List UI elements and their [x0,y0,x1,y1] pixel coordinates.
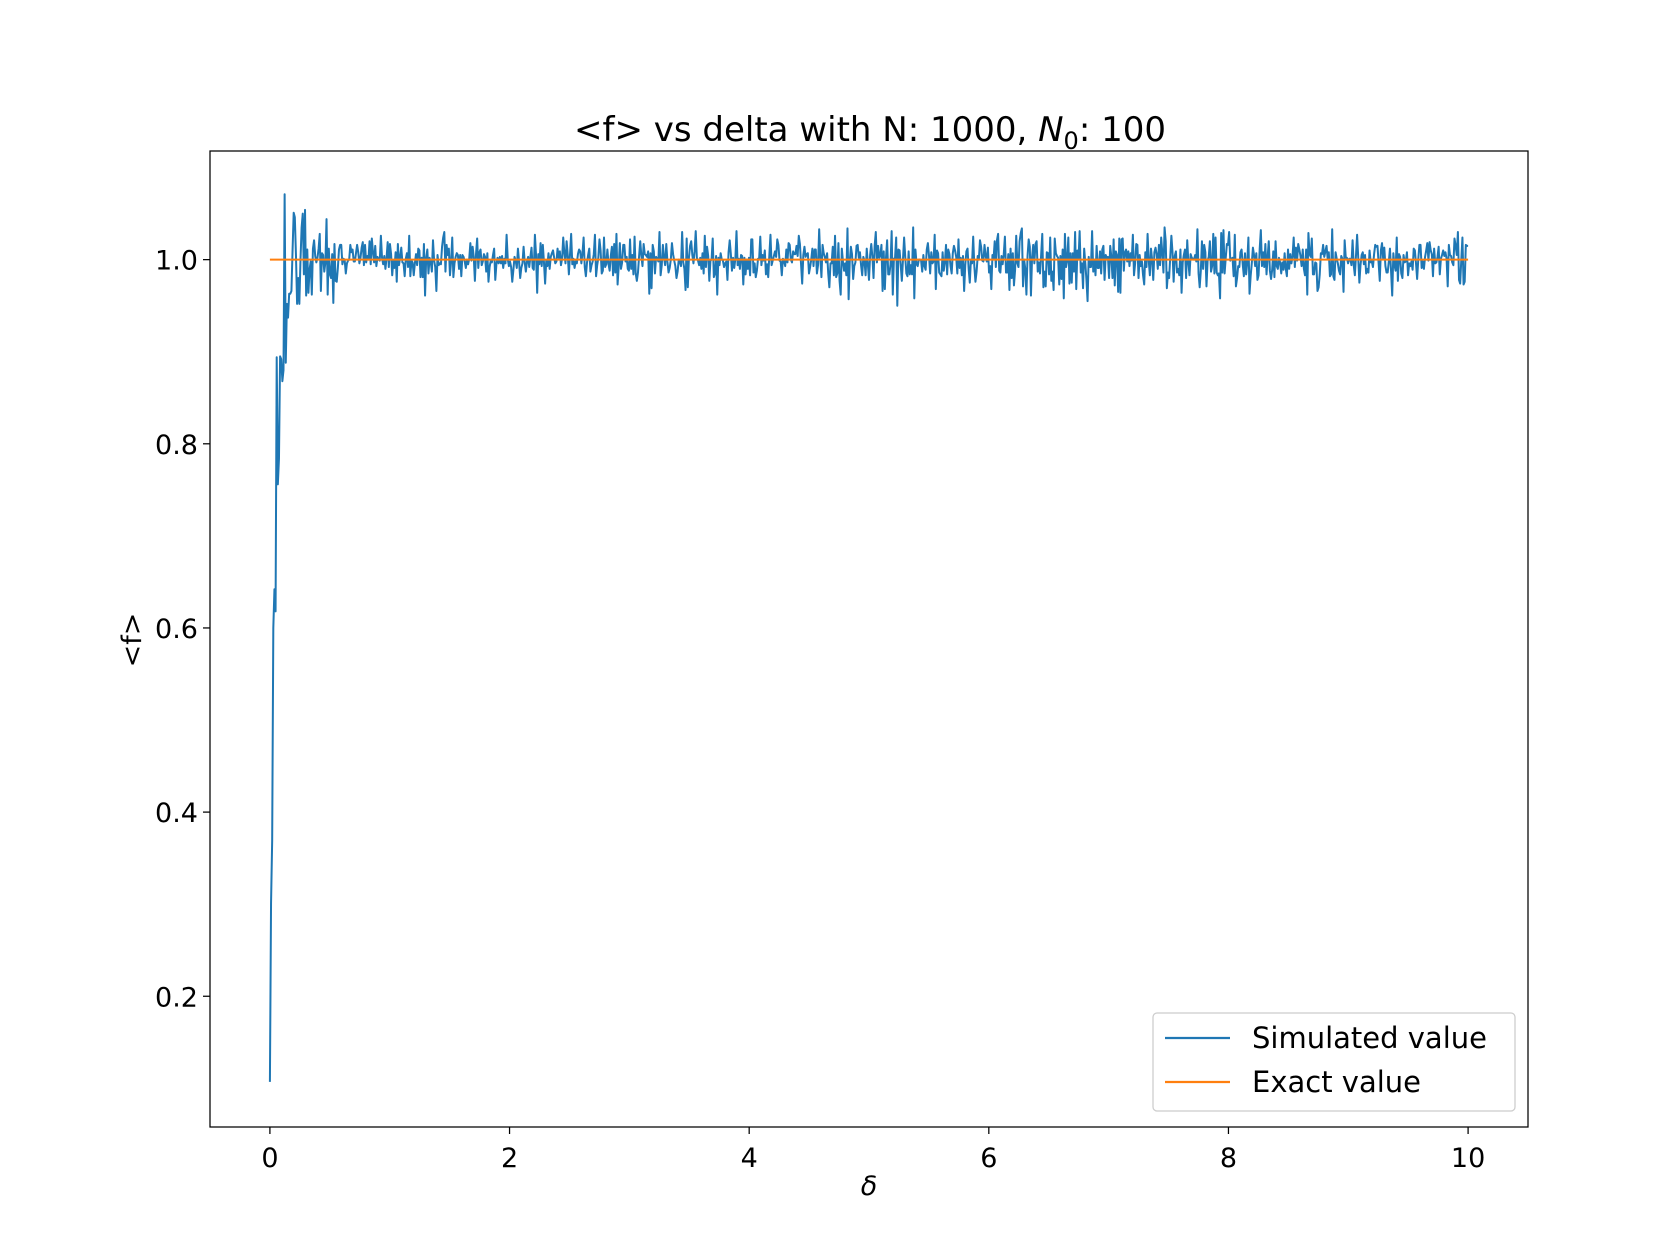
y-tick-label: 0.6 [155,614,198,645]
legend-label-exact: Exact value [1252,1065,1421,1099]
x-axis: 0 2 4 6 8 10 [261,1127,1485,1174]
chart-title: <f> vs delta with N: 1000, N0: 100 [574,110,1166,155]
y-axis-label: <f> [117,613,148,668]
x-tick-label: 0 [261,1143,278,1174]
x-axis-label: δ [861,1171,878,1202]
x-tick-label: 4 [741,1143,758,1174]
y-tick-label: 0.8 [155,430,198,461]
y-tick-label: 0.2 [155,982,198,1013]
y-tick-label: 1.0 [155,246,198,277]
x-tick-label: 2 [501,1143,518,1174]
plot-area [209,150,1529,1128]
legend-frame [1152,1012,1516,1112]
legend: Simulated value Exact value [1152,1012,1516,1112]
x-tick-label: 10 [1451,1143,1485,1174]
x-tick-label: 8 [1220,1143,1237,1174]
x-tick-label: 6 [980,1143,997,1174]
y-axis: 0.2 0.4 0.6 0.8 1.0 [155,246,210,1013]
legend-label-simulated: Simulated value [1252,1021,1487,1055]
y-tick-label: 0.4 [155,798,198,829]
series-simulated-line [268,193,1469,1082]
series-layer [268,193,1469,1082]
